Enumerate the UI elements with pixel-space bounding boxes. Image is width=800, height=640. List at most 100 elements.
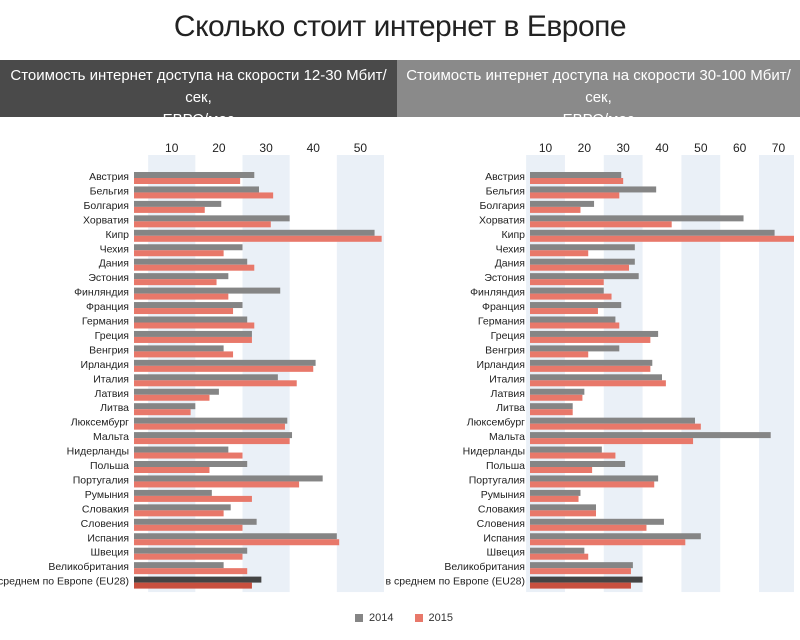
right-bar-2014: [530, 244, 635, 251]
left-bar-2015: [134, 481, 300, 488]
left-category-label: Словения: [81, 518, 129, 530]
left-bar-2014: [134, 200, 222, 207]
legend: 2014 2015: [355, 612, 471, 624]
left-bar-2015: [134, 409, 191, 416]
left-bar-2015: [134, 264, 255, 271]
left-bar-2014: [134, 518, 257, 525]
left-bar-2014: [134, 244, 243, 251]
left-category-label: Греция: [95, 330, 129, 342]
legend-swatch-2014: [355, 614, 363, 623]
left-bar-2015: [134, 452, 243, 459]
left-category-label: Португалия: [73, 474, 129, 486]
right-tick-label-20: 20: [578, 141, 592, 155]
left-bar-2014: [134, 316, 248, 323]
left-category-label: Дания: [99, 258, 129, 270]
right-bar-2015: [530, 178, 624, 184]
left-bar-2014: [134, 359, 316, 366]
right-bar-2014: [530, 258, 635, 265]
left-category-label: Латвия: [95, 388, 129, 400]
left-bar-2015: [134, 582, 252, 589]
left-bar-2015: [134, 322, 255, 329]
left-bar-2014: [134, 172, 255, 178]
left-tick-label-10: 10: [165, 141, 179, 155]
right-category-label: в среднем по Европе (EU28): [386, 576, 526, 588]
right-bar-2015: [530, 495, 579, 502]
left-category-label: Литва: [100, 402, 129, 414]
right-category-label: Финляндия: [470, 287, 525, 299]
right-category-label: Ирландия: [477, 359, 525, 371]
right-bar-2015: [530, 293, 612, 300]
right-bar-2014: [530, 533, 701, 540]
right-bar-2015: [530, 308, 598, 315]
left-bar-2015: [134, 293, 229, 300]
legend-item-2015: 2015: [414, 612, 454, 624]
right-category-label: Болгария: [480, 200, 525, 212]
right-bar-2014: [530, 432, 771, 439]
right-category-label: Великобритания: [444, 561, 525, 573]
right-tick-label-40: 40: [655, 141, 669, 155]
right-category-label: Польша: [486, 460, 525, 472]
left-bar-2015: [134, 206, 205, 213]
left-category-label: Польша: [90, 460, 129, 472]
right-bar-2014: [530, 461, 626, 467]
right-panel-header: Стоимость интернет доступа на скорости 3…: [397, 60, 800, 128]
right-bar-2015: [530, 510, 596, 517]
left-bar-2014: [134, 330, 252, 337]
left-category-label: Румыния: [85, 489, 129, 501]
right-bar-2015: [530, 582, 631, 589]
legend-swatch-2015: [414, 614, 423, 623]
right-tick-label-50: 50: [694, 141, 708, 155]
right-bar-2014: [530, 316, 616, 323]
left-bar-2015: [134, 568, 248, 575]
right-bar-2014: [530, 186, 657, 193]
left-bar-2014: [134, 403, 196, 410]
left-bar-2014: [134, 273, 229, 280]
left-category-label: Ирландия: [81, 359, 129, 371]
right-category-label: Хорватия: [479, 214, 525, 226]
left-bar-2014: [134, 461, 248, 467]
left-bar-2014: [134, 186, 259, 193]
left-bar-2014: [134, 432, 293, 439]
right-category-label: Чехия: [496, 243, 525, 255]
left-category-label: Люксембург: [71, 417, 129, 429]
left-category-label: Венгрия: [89, 344, 129, 356]
right-category-label: Румыния: [481, 489, 525, 501]
left-category-label: Эстония: [88, 272, 129, 284]
right-bar-2014: [530, 359, 653, 366]
legend-label-2015: 2015: [428, 612, 454, 624]
right-category-label: Испания: [483, 532, 525, 544]
right-header-line1: Стоимость интернет доступа на скорости 3…: [406, 67, 791, 106]
right-category-label: Нидерланды: [463, 446, 525, 458]
right-bar-2014: [530, 229, 775, 236]
left-bar-2014: [134, 229, 375, 236]
right-bar-2015: [530, 351, 589, 358]
right-bar-2014: [530, 504, 596, 511]
right-bar-2015: [530, 250, 589, 257]
right-category-label: Франция: [482, 301, 525, 313]
left-tick-label-40: 40: [307, 141, 321, 155]
left-bar-2015: [134, 221, 271, 228]
left-tick-label-30: 30: [259, 141, 273, 155]
left-category-label: Испания: [87, 532, 129, 544]
left-bar-2015: [134, 250, 224, 257]
right-bar-2014: [530, 475, 659, 482]
right-bar-2015: [530, 423, 701, 430]
left-category-label: Нидерланды: [67, 446, 129, 458]
right-bar-2015: [530, 235, 794, 242]
left-bar-2015: [134, 495, 252, 502]
right-bar-2015: [530, 264, 629, 271]
right-bar-2014: [530, 417, 695, 424]
right-bar-2015: [530, 365, 651, 372]
left-header-line2: ЕВРО/мес: [162, 111, 235, 128]
left-bar-2015: [134, 467, 210, 473]
left-category-label: Мальта: [93, 431, 129, 443]
right-category-label: Люксембург: [467, 417, 525, 429]
left-category-label: Хорватия: [83, 214, 129, 226]
left-bar-2015: [134, 308, 234, 315]
left-panel-header: Стоимость интернет доступа на скорости 1…: [0, 60, 397, 128]
left-bar-2015: [134, 510, 224, 517]
right-bar-2015: [530, 467, 593, 473]
left-tick-label-20: 20: [212, 141, 226, 155]
right-category-label: Латвия: [491, 388, 525, 400]
left-bar-2015: [134, 438, 290, 445]
